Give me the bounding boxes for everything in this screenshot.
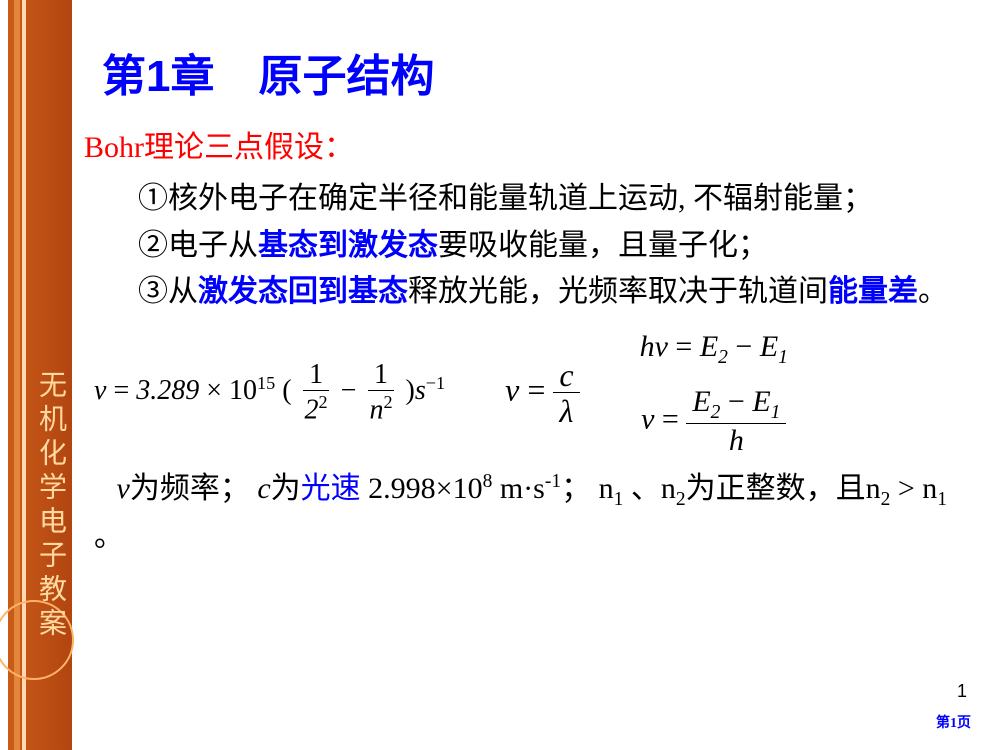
eq-energy-column: hν = E2 − E1 ν = E2 − E1 h [640, 330, 788, 457]
bullet-2a: ②电子从 [138, 229, 258, 262]
page-number: 1 [957, 681, 967, 702]
equation-row: v = 3.289 × 1015 ( 122 − 1n2 )s−1 ν = cλ… [84, 330, 969, 457]
sidebar-vertical-label: 无机化学电子教案 [30, 370, 70, 642]
eq-rydberg: v = 3.289 × 1015 ( 122 − 1n2 )s−1 [94, 361, 445, 424]
eq-nu-c-lambda: ν = cλ [505, 359, 579, 427]
bullet-2-highlight: 基态到激发态 [258, 229, 438, 262]
bohr-subtitle: Bohr理论三点假设： [84, 122, 969, 166]
bullet-3c: 。 [918, 275, 948, 308]
bullet-3-highlight-2: 能量差 [828, 275, 918, 308]
explain-text: v为频率； c为光速 2.998×108 m·s-1； n1 、n2为正整数，且… [84, 466, 969, 559]
assumptions-text: ①核外电子在确定半径和能量轨道上运动, 不辐射能量； ②电子从基态到激发态要吸收… [84, 176, 969, 316]
bullet-3b: 释放光能，光频率取决于轨道间 [408, 275, 828, 308]
chapter-title: 第1章 原子结构 [84, 40, 969, 104]
bullet-1: ①核外电子在确定半径和能量轨道上运动, 不辐射能量； [138, 182, 873, 215]
eq-nu-frac: ν = E2 − E1 h [641, 387, 786, 457]
left-sidebar: 无机化学电子教案 [0, 0, 72, 750]
eq-hv-e2-e1: hν = E2 − E1 [640, 330, 788, 369]
page-number-label: 第1页 [936, 712, 971, 732]
bullet-3a: ③从 [138, 275, 198, 308]
bullet-3-highlight-1: 激发态回到基态 [198, 275, 408, 308]
bullet-2b: 要吸收能量，且量子化； [438, 229, 768, 262]
slide-content: 第1章 原子结构 Bohr理论三点假设： ①核外电子在确定半径和能量轨道上运动,… [78, 0, 999, 750]
